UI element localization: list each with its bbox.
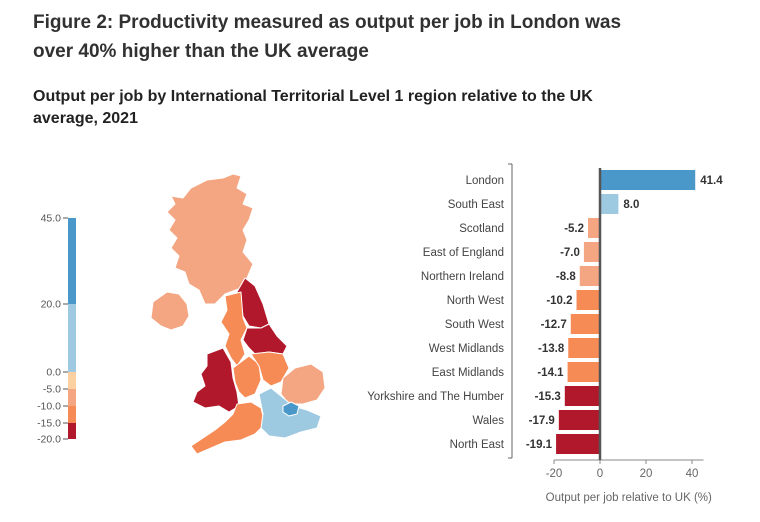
- data-label: 8.0: [623, 199, 639, 211]
- figure-title: Figure 2: Productivity measured as outpu…: [33, 12, 622, 62]
- map-region-scotland[interactable]: [166, 173, 254, 305]
- x-tick-label: 0: [597, 468, 603, 480]
- legend-tick-label: -10.0: [37, 401, 61, 413]
- color-legend: 45.0 20.0 0.0 -5.0 -10.0 -15.0 -20.0: [37, 213, 76, 446]
- category-label: North East: [450, 439, 505, 451]
- x-tick-label: -20: [546, 468, 563, 480]
- category-label: North West: [447, 295, 505, 307]
- legend-tick-label: -20.0: [37, 434, 61, 446]
- x-tick-label: 40: [686, 468, 699, 480]
- map-region-northern-ireland[interactable]: [150, 291, 190, 331]
- legend-tick-label: 20.0: [41, 299, 62, 311]
- bar[interactable]: [570, 314, 600, 334]
- map-region-south-west[interactable]: [190, 401, 266, 455]
- data-label: -12.7: [541, 319, 567, 331]
- bar[interactable]: [579, 266, 600, 286]
- category-label: West Midlands: [429, 343, 504, 355]
- legend-band: [68, 372, 76, 389]
- category-label: South East: [448, 199, 505, 211]
- bar[interactable]: [583, 242, 600, 262]
- bar[interactable]: [568, 338, 600, 358]
- map-region-east-midlands[interactable]: [250, 351, 290, 387]
- bar[interactable]: [600, 194, 619, 214]
- legend-band: [68, 304, 76, 372]
- bar[interactable]: [564, 386, 600, 406]
- bar[interactable]: [556, 434, 600, 454]
- data-label: -13.8: [538, 343, 565, 355]
- data-label: -19.1: [526, 439, 553, 451]
- map-region-west-midlands[interactable]: [232, 355, 262, 399]
- category-label: London: [466, 175, 504, 187]
- figure-subtitle: Output per job by International Territor…: [33, 88, 593, 127]
- legend-tick-label: -5.0: [43, 384, 61, 396]
- data-label: -8.8: [556, 271, 576, 283]
- data-label: -7.0: [560, 247, 580, 259]
- x-axis-title: Output per job relative to UK (%): [546, 492, 712, 504]
- data-label: -10.2: [546, 295, 572, 307]
- data-label: -14.1: [537, 367, 564, 379]
- data-label: -17.9: [529, 415, 555, 427]
- bar[interactable]: [600, 170, 696, 190]
- category-label: South West: [445, 319, 505, 331]
- legend-band: [68, 423, 76, 439]
- legend-band: [68, 406, 76, 423]
- legend-band: [68, 218, 76, 304]
- category-label: Yorkshire and The Humber: [367, 391, 504, 403]
- data-label: 41.4: [700, 175, 723, 187]
- map-region-wales[interactable]: [192, 347, 240, 413]
- x-tick-label: 20: [640, 468, 653, 480]
- map-region-london[interactable]: [282, 401, 300, 417]
- bar[interactable]: [576, 290, 600, 310]
- data-label: -15.3: [535, 391, 561, 403]
- category-label: Northern Ireland: [421, 271, 504, 283]
- legend-tick-label: 45.0: [41, 213, 62, 225]
- category-label: Wales: [472, 415, 504, 427]
- legend-tick-label: 0.0: [46, 367, 61, 379]
- bar[interactable]: [588, 218, 600, 238]
- legend-tick-label: -15.0: [37, 418, 61, 430]
- bar[interactable]: [558, 410, 600, 430]
- bar[interactable]: [567, 362, 600, 382]
- data-label: -5.2: [564, 223, 584, 235]
- uk-region-map: [150, 173, 326, 455]
- category-label: East Midlands: [432, 367, 504, 379]
- category-label: Scotland: [459, 223, 504, 235]
- legend-band: [68, 389, 76, 406]
- category-label: East of England: [423, 247, 504, 259]
